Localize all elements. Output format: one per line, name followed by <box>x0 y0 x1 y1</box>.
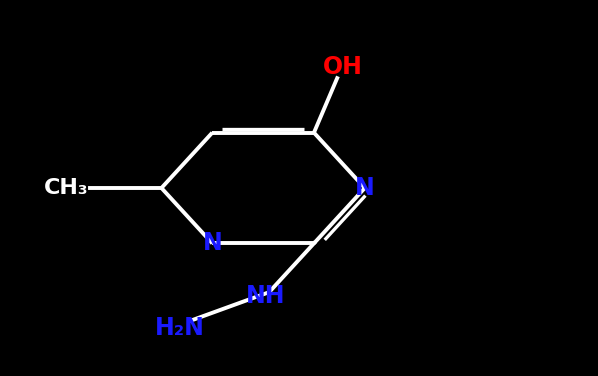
Text: NH: NH <box>246 284 286 308</box>
Text: OH: OH <box>323 55 363 79</box>
Text: N: N <box>355 176 375 200</box>
Text: H₂N: H₂N <box>154 316 205 340</box>
Text: N: N <box>202 231 222 255</box>
Text: CH₃: CH₃ <box>44 178 88 198</box>
